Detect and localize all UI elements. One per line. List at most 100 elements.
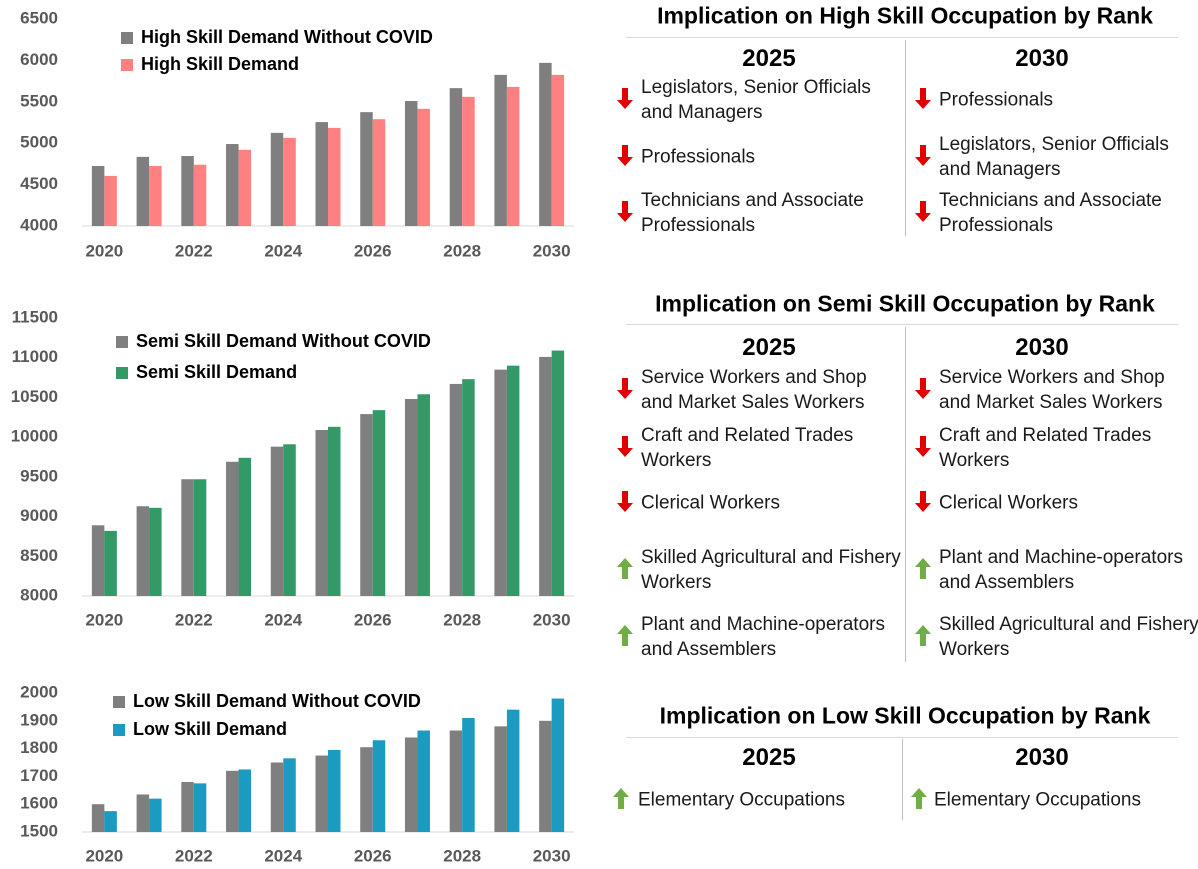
title-rule [626, 37, 1178, 38]
y-tick-label: 1600 [20, 794, 58, 813]
bar [539, 62, 552, 226]
bar [328, 426, 341, 596]
bar [238, 149, 252, 226]
bar [494, 74, 507, 226]
trend-arrow [914, 490, 932, 518]
bar [539, 720, 552, 832]
column-divider [905, 40, 906, 236]
bar [449, 383, 463, 596]
y-tick-label: 10000 [11, 427, 58, 446]
x-tick-label: 2026 [354, 846, 392, 865]
bar [494, 369, 507, 596]
y-tick-label: 4000 [20, 215, 58, 234]
bar [372, 740, 386, 832]
legend-label: Semi Skill Demand [136, 362, 297, 382]
legend-swatch [113, 696, 125, 708]
bar [104, 811, 117, 832]
legend-swatch [121, 32, 133, 44]
column-divider [905, 327, 906, 662]
y-tick-label: 10500 [11, 387, 58, 406]
bar [360, 112, 373, 226]
x-tick-label: 2030 [533, 846, 571, 865]
bar [193, 479, 207, 596]
bar [328, 749, 341, 832]
bar [360, 414, 373, 596]
x-tick-label: 2022 [175, 241, 213, 260]
trend-arrow [617, 625, 633, 646]
bar [238, 769, 252, 832]
trend-arrow [616, 435, 634, 463]
y-tick-label: 8000 [20, 585, 58, 604]
title-rule [626, 324, 1178, 325]
x-tick-label: 2022 [175, 846, 213, 865]
column-header: 2025 [742, 334, 796, 361]
bar [417, 394, 430, 596]
y-tick-label: 2000 [20, 682, 58, 701]
x-tick-label: 2024 [264, 610, 302, 629]
bar [104, 175, 117, 226]
legend-label: Low Skill Demand [133, 719, 287, 739]
y-tick-label: 1900 [20, 710, 58, 729]
bar [91, 165, 105, 226]
bar [328, 127, 341, 226]
trend-arrow [915, 201, 931, 222]
x-tick-label: 2024 [264, 846, 302, 865]
bar [404, 100, 418, 226]
y-tick-label: 1700 [20, 766, 58, 785]
bar [193, 783, 207, 832]
trend-arrow [616, 490, 634, 518]
bar [551, 74, 565, 226]
legend-swatch [121, 59, 133, 71]
bar [462, 96, 475, 226]
trend-arrow [915, 436, 931, 457]
bar [91, 525, 105, 596]
trend-arrow [914, 144, 932, 172]
bar [315, 122, 328, 226]
x-tick-label: 2030 [533, 610, 571, 629]
x-tick-label: 2020 [85, 846, 123, 865]
occupation: Clerical Workers [641, 492, 781, 514]
x-tick-label: 2026 [354, 610, 392, 629]
trend-arrow [616, 87, 634, 115]
trend-arrow [914, 377, 932, 405]
bar [238, 457, 252, 596]
trend-arrow [915, 491, 931, 512]
bar [226, 770, 239, 832]
bar [149, 507, 162, 596]
x-tick-label: 2028 [443, 241, 481, 260]
y-tick-label: 5000 [20, 133, 58, 152]
bar [449, 730, 463, 832]
trend-arrow [915, 378, 931, 399]
legend-label: High Skill Demand Without COVID [141, 27, 433, 47]
bar [494, 726, 507, 832]
occupation: Clerical Workers [939, 492, 1079, 514]
bar [506, 86, 520, 226]
trend-arrow [617, 436, 633, 457]
trend-arrow [914, 87, 932, 115]
trend-arrow [617, 378, 633, 399]
title-rule [626, 737, 1178, 738]
occupation: Skilled Agricultural and Fishery Workers [641, 547, 901, 593]
column-header: 2030 [1015, 744, 1069, 771]
legend-label: Low Skill Demand Without COVID [133, 691, 421, 711]
trend-arrow [613, 788, 629, 809]
bar [372, 119, 386, 226]
legend-swatch [116, 367, 128, 379]
bar [226, 144, 239, 226]
y-tick-label: 8500 [20, 546, 58, 565]
bar [270, 446, 284, 596]
charts: 4000 4500 5000 5500 6000 6500 2020 2022 2024 2026… [11, 8, 574, 865]
trend-arrow [915, 558, 931, 579]
bar [315, 429, 328, 596]
trend-arrow [914, 557, 932, 585]
trend-arrow [617, 201, 633, 222]
bar [149, 798, 162, 832]
bar [404, 737, 418, 832]
bar [417, 730, 430, 832]
bar [372, 410, 386, 596]
bar [91, 804, 105, 832]
bar [551, 350, 565, 596]
trend-arrow [914, 435, 932, 463]
panel-title: Implication on Semi Skill Occupation by … [655, 290, 1155, 317]
